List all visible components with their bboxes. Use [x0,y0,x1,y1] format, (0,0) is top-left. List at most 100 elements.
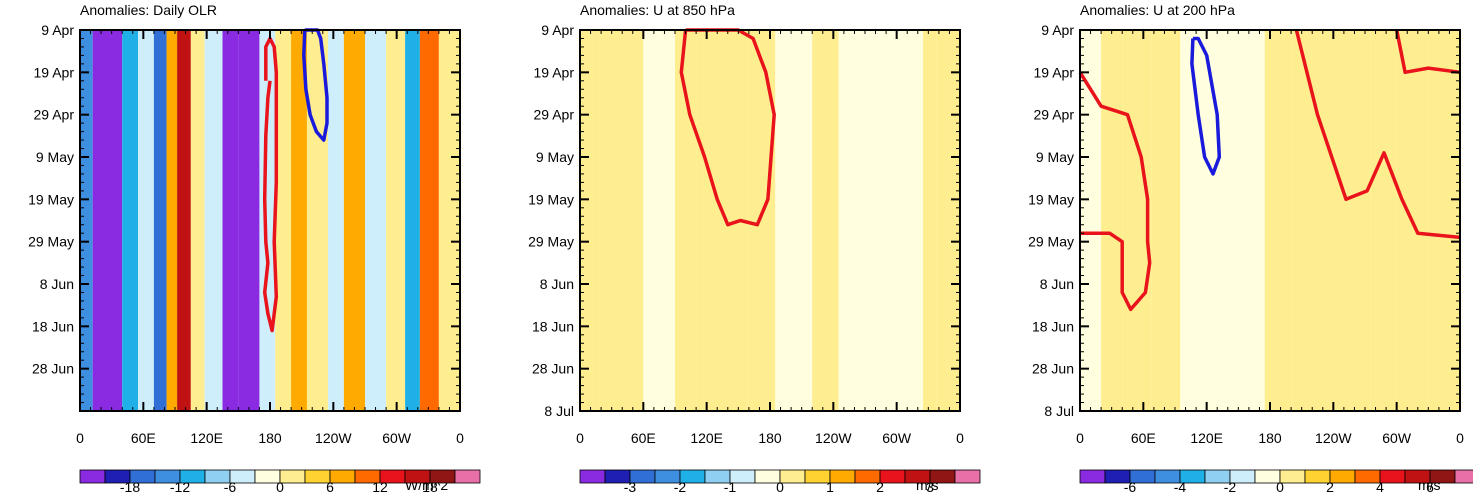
anomaly-band [92,30,123,411]
y-tick-label: 19 Apr [34,64,75,80]
anomaly-band [1138,30,1152,411]
colorbar-swatch [954,469,981,484]
colorbar-tick-label: -2 [1224,479,1237,495]
y-tick-label: 19 May [28,191,74,207]
colorbar-tick-label: 4 [1376,479,1384,495]
colorbar-tick-label: 0 [276,479,284,495]
y-tick-label: 19 May [1028,191,1074,207]
panel-title: Anomalies: Daily OLR [80,2,217,18]
x-tick-label: 120E [190,430,223,446]
y-tick-label: 29 May [28,234,74,250]
y-tick-label: 18 Jun [532,318,574,334]
y-tick-label: 9 May [536,149,574,165]
y-tick-label: 8 Jul [1044,403,1074,419]
colorbar-tick-label: 0 [776,479,784,495]
x-tick-label: 60W [882,430,912,446]
anomaly-band [1264,30,1292,411]
anomaly-band [838,30,897,411]
y-tick-label: 29 May [528,234,574,250]
contour-line [1078,71,1152,312]
anomaly-band [438,30,460,411]
contour-line [679,28,776,227]
x-tick-label: 60W [382,430,412,446]
anomaly-band [275,30,292,411]
x-tick-label: 0 [76,430,84,446]
anomaly-band [659,30,675,411]
anomaly-band [259,30,276,411]
contour-line [262,36,279,333]
panel-title: Anomalies: U at 850 hPa [580,2,735,18]
anomaly-band [748,30,776,411]
y-tick-label: 29 May [1028,234,1074,250]
y-tick-label: 9 Apr [41,22,74,38]
colorbar-tick-label: -4 [1174,479,1187,495]
colorbar-tick-label: 6 [326,479,334,495]
anomaly-band [80,30,93,411]
anomaly-band [1317,30,1350,411]
y-tick-label: 18 Jun [32,318,74,334]
contour-line [1394,29,1461,75]
anomaly-band [291,30,307,411]
colorbar-tick-label: 18 [422,479,438,495]
y-tick-label: 9 Apr [541,22,574,38]
x-tick-label: 120E [1190,430,1223,446]
x-tick-label: 180 [1258,430,1282,446]
colorbar-tick-label: 0 [1276,479,1284,495]
x-tick-label: 180 [258,430,282,446]
anomaly-band [580,30,593,411]
x-tick-label: 0 [576,430,584,446]
anomaly-band [1080,30,1102,411]
anomaly-band [643,30,660,411]
anomaly-band [1428,30,1460,411]
anomaly-band [1349,30,1371,411]
anomaly-band [1370,30,1397,411]
x-tick-label: 60E [1131,430,1156,446]
x-tick-label: 0 [1076,430,1084,446]
y-tick-label: 8 Jul [544,403,574,419]
y-tick-label: 8 Jun [40,276,74,292]
x-tick-label: 60E [131,430,156,446]
colorbar-swatch [579,469,606,484]
contour-line [302,28,329,142]
x-tick-label: 180 [758,430,782,446]
anomaly-band [1222,30,1265,411]
colorbar-tick-label: -6 [224,479,237,495]
contour-line [1294,29,1461,240]
anomaly-band [1122,30,1139,411]
x-tick-label: 60W [1382,430,1412,446]
y-tick-label: 8 Jun [1040,276,1074,292]
anomaly-band [1291,30,1318,411]
x-tick-label: 120E [690,430,723,446]
anomaly-band [343,30,365,411]
y-tick-label: 9 May [36,149,74,165]
anomaly-band [190,30,205,411]
anomaly-band [153,30,167,411]
y-tick-label: 28 Jun [1032,361,1074,377]
anomaly-band [204,30,223,411]
anomaly-band [923,30,937,411]
y-tick-label: 9 Apr [1041,22,1074,38]
colorbar-tick-label: -1 [724,479,737,495]
colorbar-swatch [1454,469,1473,484]
anomaly-band [238,30,260,411]
y-tick-label: 28 Jun [32,361,74,377]
colorbar-tick-label: 3 [926,479,934,495]
x-tick-label: 120W [1315,430,1352,446]
y-tick-label: 29 Apr [534,107,575,123]
x-tick-label: 0 [1456,430,1464,446]
x-tick-label: 0 [956,430,964,446]
colorbar-tick-label: -2 [674,479,687,495]
y-tick-label: 19 Apr [534,64,575,80]
colorbar-tick-label: -3 [624,479,637,495]
colorbar-tick-label: -18 [120,479,140,495]
anomaly-band [222,30,239,411]
anomaly-band [1180,30,1202,411]
x-tick-label: 120W [815,430,852,446]
anomaly-band [328,30,344,411]
x-tick-label: 0 [456,430,464,446]
anomaly-band [386,30,406,411]
panel-title: Anomalies: U at 200 hPa [1080,2,1235,18]
